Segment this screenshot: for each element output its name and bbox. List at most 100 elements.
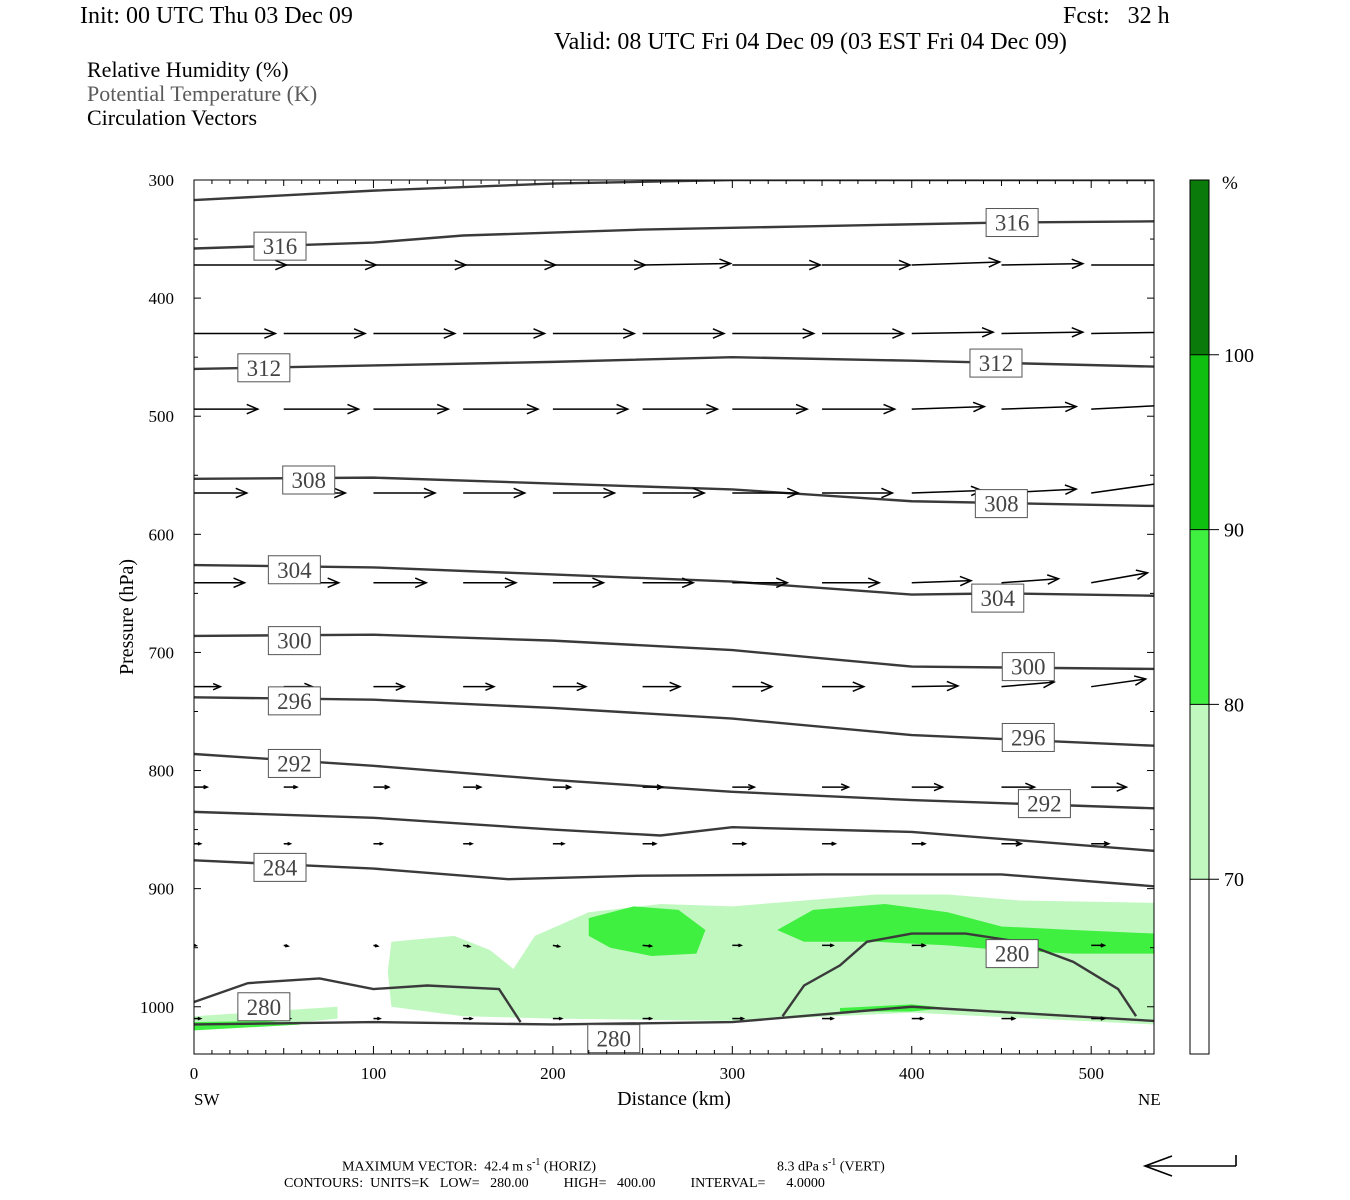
y-tick-label-1000: 1000 [140, 998, 174, 1017]
vector-head [436, 403, 451, 415]
vector-head [1155, 260, 1166, 269]
vector-head [840, 783, 851, 791]
colorbar-label-90: 90 [1224, 520, 1244, 542]
contour-label-box [587, 1024, 641, 1054]
contour-label-text: 308 [291, 468, 326, 493]
vector-8-5 [642, 944, 654, 948]
vector-1-10 [1091, 331, 1154, 335]
y-axis-title: Pressure (hPa) [116, 559, 138, 675]
contour-label-text: 316 [263, 234, 298, 259]
vector-2-1 [283, 403, 361, 415]
vector-4-2 [373, 577, 429, 589]
footer-contours: CONTOURS: UNITS=K LOW= 280.00 HIGH= 400.… [284, 1176, 825, 1191]
theta-contour-288-8 [194, 810, 1154, 853]
vector-8-1 [283, 943, 290, 948]
vector-5-3 [463, 682, 496, 691]
vector-head [485, 682, 496, 691]
contour-label-308-5: 308 [974, 489, 1028, 519]
vector-5-6 [732, 681, 774, 693]
contour-label-292-13: 292 [1017, 789, 1071, 819]
vector-2-10 [1091, 405, 1154, 410]
vector-head [959, 575, 974, 587]
theta-contour-284-9 [194, 859, 1154, 888]
horiz-text: (HORIZ) [543, 1159, 597, 1175]
vector-head [921, 943, 927, 948]
vector-head [246, 403, 260, 415]
vector-head [576, 682, 588, 692]
reference-vector [1142, 1155, 1237, 1177]
y-tick-label-900: 900 [149, 880, 175, 899]
vector-9-7 [822, 1016, 835, 1021]
vector-6-10 [1091, 782, 1129, 792]
vector-head [1015, 840, 1024, 847]
vector-head [656, 784, 665, 791]
colorbar-swatch-70-80 [1190, 704, 1209, 880]
vector-9-0 [194, 1016, 203, 1021]
vector-head [919, 1016, 925, 1021]
vector-0-1 [283, 259, 379, 271]
colorbar-frame [1189, 179, 1210, 1055]
vector-head [648, 1016, 654, 1021]
vector-head [526, 403, 540, 415]
vector-2-3 [463, 403, 540, 415]
contour-label-text: 280 [247, 995, 282, 1020]
contour-label-text: 300 [277, 629, 312, 654]
vector-6-6 [732, 783, 757, 791]
vector-head [829, 1016, 835, 1021]
vector-head [443, 328, 457, 339]
vector-1-6 [732, 328, 816, 339]
vector-head [1071, 258, 1085, 270]
vector-shaft [1091, 678, 1146, 688]
colorbar-label-100: 100 [1224, 345, 1254, 367]
vector-head [592, 577, 606, 589]
vector-1-5 [642, 328, 726, 339]
rh-region-0 [387, 894, 1154, 1025]
vector-shaft [1001, 262, 1083, 266]
vector-head [353, 328, 368, 339]
vector-head [423, 487, 437, 499]
vector-3-6 [732, 487, 801, 499]
vector-5-7 [822, 681, 866, 693]
vector-7-3 [463, 841, 474, 846]
vector-0-0 [194, 259, 289, 271]
y-tick-label-700: 700 [149, 643, 175, 662]
x-tick-label-500: 500 [1078, 1064, 1104, 1083]
contour-label-text: 316 [995, 211, 1030, 236]
vector-head [692, 487, 707, 499]
vector-head [1064, 484, 1079, 495]
contour-label-296-11: 296 [1001, 722, 1055, 752]
vector-6-7 [822, 783, 851, 791]
vector-0-4 [552, 259, 648, 271]
vector-5-5 [642, 681, 682, 692]
colorbar-label-80: 80 [1224, 694, 1244, 716]
vector-head [560, 841, 566, 846]
vector-1-4 [552, 328, 637, 339]
vector-head [556, 944, 562, 948]
contour-label-text: 280 [995, 942, 1030, 967]
vector-head [287, 841, 293, 846]
vector-head [384, 784, 391, 790]
legend-theta: Potential Temperature (K) [87, 81, 318, 106]
vert-text: (VERT) [839, 1159, 885, 1175]
vector-6-1 [283, 784, 299, 790]
y-tick-label-600: 600 [149, 525, 175, 544]
vector-shaft [1091, 405, 1154, 410]
contour-label-text: 312 [979, 351, 1014, 376]
vector-head [212, 682, 223, 691]
vector-head [738, 943, 744, 948]
vector-3-2 [373, 487, 437, 499]
vector-head [802, 328, 816, 339]
contour-label-box [267, 626, 321, 656]
y-tick-label-800: 800 [149, 762, 175, 781]
vector-6-2 [373, 784, 391, 790]
vector-4-8 [911, 575, 974, 587]
vector-3-3 [463, 487, 527, 499]
vector-head [747, 783, 757, 791]
vector-7-4 [552, 841, 566, 846]
vector-head [379, 841, 385, 846]
vector-9-2 [373, 1016, 382, 1021]
vector-9-5 [642, 1016, 654, 1021]
x-tick-label-400: 400 [899, 1064, 925, 1083]
vector-head [775, 577, 790, 589]
vector-head [264, 328, 278, 339]
